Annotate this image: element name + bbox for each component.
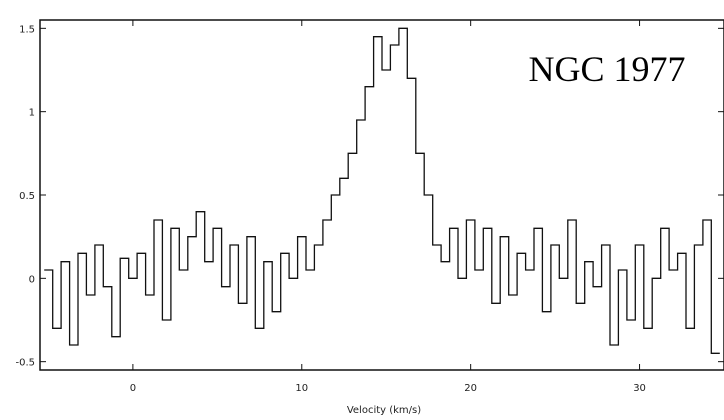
x-tick-label: 10 — [295, 383, 308, 394]
y-axis-ticks: -0.5 0 0.5 1 1.5 — [15, 24, 724, 369]
y-tick-label: 1.5 — [19, 24, 35, 35]
y-tick-label: 0 — [29, 274, 35, 285]
spectrum-line — [44, 27, 720, 354]
x-tick-label: 30 — [633, 383, 646, 394]
y-tick-label: 0.5 — [19, 191, 35, 202]
y-tick-label: -0.5 — [15, 358, 35, 369]
y-tick-label: 1 — [29, 108, 35, 119]
x-axis-label: Velocity (km/s) — [347, 405, 421, 416]
x-tick-label: 20 — [464, 383, 477, 394]
x-axis-ticks: 0 10 20 30 — [130, 20, 646, 394]
x-tick-label: 0 — [130, 383, 136, 394]
chart-title: NGC 1977 — [528, 49, 685, 89]
